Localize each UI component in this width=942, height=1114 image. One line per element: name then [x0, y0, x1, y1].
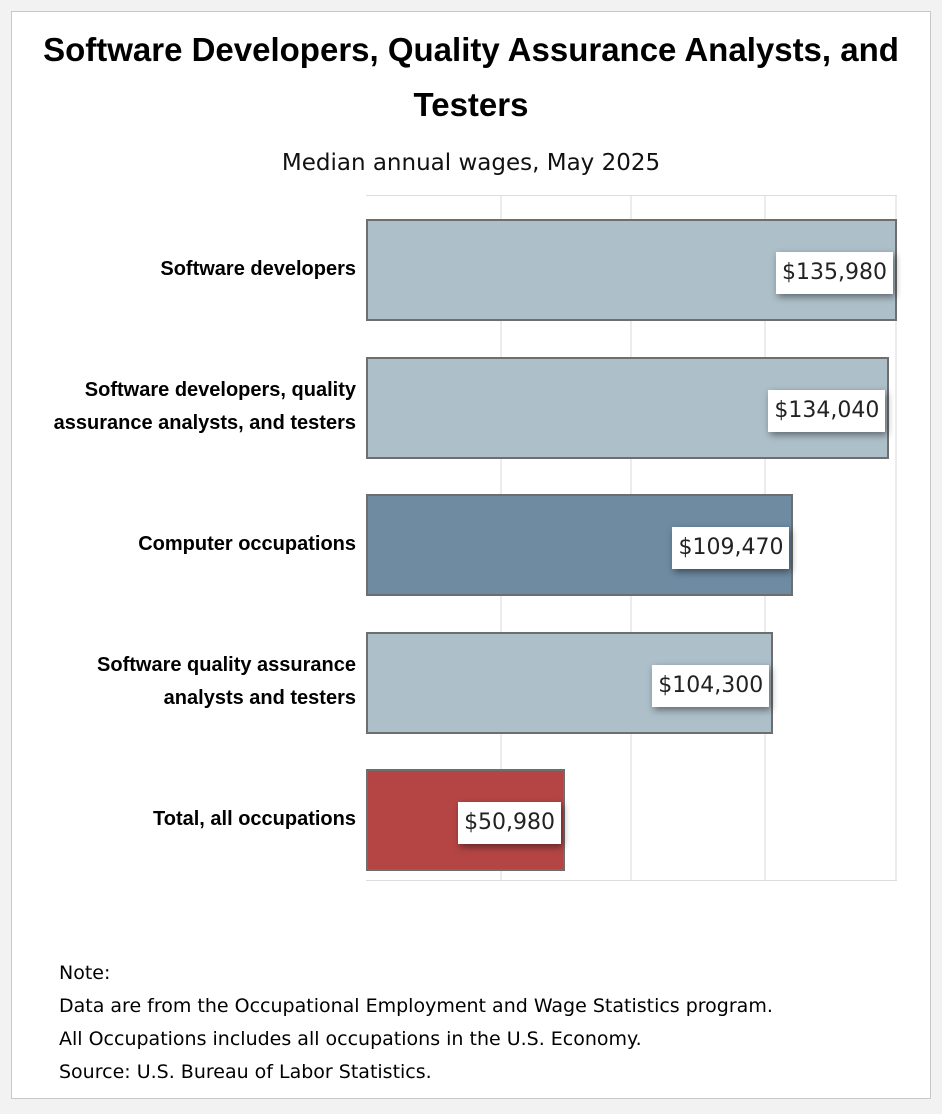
data-label: $135,980 [776, 252, 893, 294]
data-label: $109,470 [672, 527, 790, 570]
note-line: Source: U.S. Bureau of Labor Statistics. [59, 1061, 432, 1083]
data-label: $50,980 [458, 802, 562, 845]
chart-title: Software Developers, Quality Assurance A… [43, 31, 899, 123]
data-label: $104,300 [652, 664, 770, 707]
notes: Note: Data are from the Occupational Emp… [59, 957, 899, 1089]
category-label: Computer occupations [138, 532, 356, 555]
gridline [895, 196, 897, 880]
data-label: $134,040 [768, 389, 886, 432]
category-label: Total, all occupations [153, 807, 356, 830]
note-line: Data are from the Occupational Employmen… [59, 995, 773, 1017]
category-label: Software quality assurance analysts and … [97, 653, 356, 709]
note-line: All Occupations includes all occupations… [59, 1028, 642, 1050]
category-label: Software developers [160, 257, 356, 280]
category-label: Software developers, quality assurance a… [53, 378, 356, 434]
note-heading: Note: [59, 962, 111, 984]
chart-subtitle: Median annual wages, May 2025 [281, 150, 661, 176]
plot-area: $135,980 $134,040 $109,470 $104,300 $50,980 [366, 195, 897, 881]
